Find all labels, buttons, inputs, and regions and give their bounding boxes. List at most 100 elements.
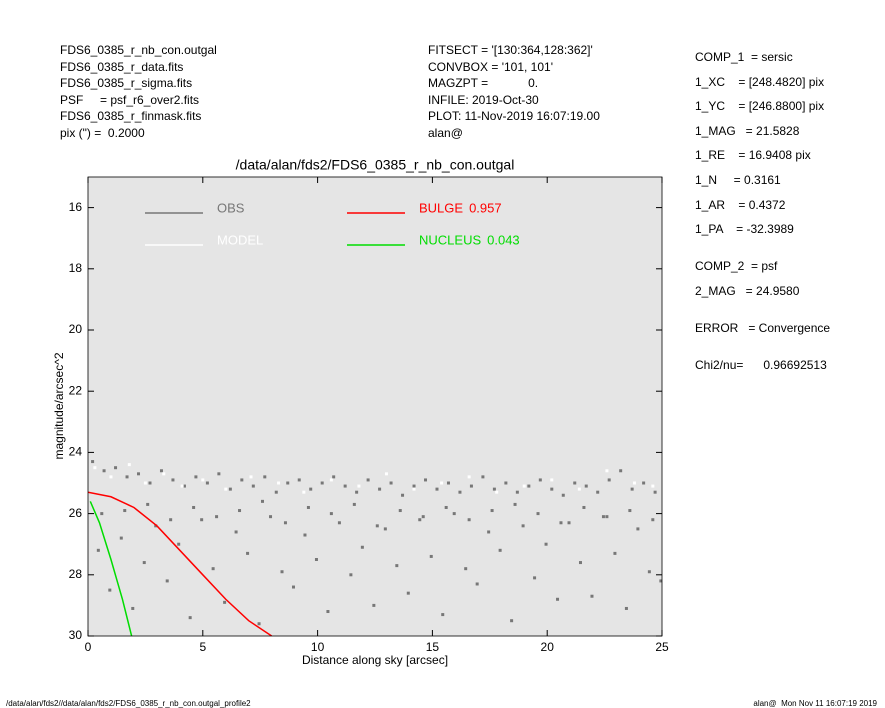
point bbox=[515, 490, 519, 494]
point bbox=[490, 509, 494, 513]
x-tick-label: 10 bbox=[311, 640, 325, 654]
point bbox=[329, 478, 333, 482]
point bbox=[659, 579, 662, 583]
point bbox=[424, 478, 428, 482]
plot-area bbox=[88, 177, 662, 636]
point bbox=[211, 567, 215, 571]
point bbox=[159, 469, 163, 473]
point bbox=[398, 509, 402, 513]
header-left: FDS6_0385_r_nb_con.outgal FDS6_0385_r_dat… bbox=[60, 42, 217, 141]
x-tick-label: 0 bbox=[85, 640, 92, 654]
point bbox=[286, 481, 290, 485]
point bbox=[143, 481, 147, 485]
point bbox=[389, 481, 393, 485]
point bbox=[127, 463, 131, 467]
point bbox=[234, 530, 238, 534]
point bbox=[238, 509, 242, 513]
header-line: FDS6_0385_r_sigma.fits bbox=[60, 76, 193, 90]
point bbox=[550, 487, 554, 491]
point bbox=[297, 478, 301, 482]
y-tick-label: 18 bbox=[69, 261, 83, 275]
point bbox=[632, 481, 636, 485]
point bbox=[291, 585, 295, 589]
point bbox=[177, 542, 181, 546]
point bbox=[131, 606, 135, 610]
point bbox=[283, 521, 287, 525]
point bbox=[469, 484, 473, 488]
point bbox=[544, 542, 548, 546]
point bbox=[228, 487, 232, 491]
y-tick-label: 22 bbox=[69, 383, 83, 397]
point bbox=[223, 600, 227, 604]
point bbox=[406, 591, 410, 595]
point bbox=[180, 484, 184, 488]
point bbox=[630, 487, 634, 491]
legend-label: BULGE bbox=[419, 200, 463, 215]
point bbox=[366, 478, 370, 482]
point bbox=[538, 478, 542, 482]
point bbox=[590, 594, 594, 598]
header-line: 1_RE = 16.9408 pix bbox=[695, 148, 811, 163]
profile-line bbox=[88, 491, 273, 636]
header-right: COMP_1 = sersic 1_XC = [248.4820] pix 1_YC… bbox=[695, 49, 830, 382]
point bbox=[349, 573, 353, 577]
point bbox=[277, 481, 281, 485]
point bbox=[100, 512, 104, 516]
point bbox=[487, 530, 491, 534]
point bbox=[510, 619, 514, 623]
x-tick-label: 15 bbox=[426, 640, 440, 654]
point bbox=[522, 484, 526, 488]
header-line: COMP_1 = sersic bbox=[695, 50, 793, 64]
point bbox=[584, 484, 588, 488]
point bbox=[444, 505, 448, 509]
header-line: PSF = psf_r6_over2.fits bbox=[60, 92, 200, 107]
point bbox=[314, 558, 318, 561]
header-line: 1_XC = [248.4820] pix bbox=[695, 74, 825, 89]
point bbox=[306, 505, 310, 509]
profile-line bbox=[89, 501, 133, 636]
point bbox=[527, 484, 531, 488]
point bbox=[653, 490, 657, 494]
point bbox=[435, 487, 439, 491]
header-line: INFILE: 2019-Oct-30 bbox=[428, 92, 539, 107]
point bbox=[280, 570, 284, 574]
point bbox=[169, 518, 173, 522]
header-line: 1_AR = 0.4372 bbox=[695, 197, 786, 212]
point bbox=[412, 484, 416, 488]
point bbox=[125, 475, 129, 479]
plot-frame bbox=[87, 176, 663, 637]
point bbox=[194, 475, 198, 479]
legend-label: MODEL bbox=[217, 232, 263, 247]
footer-right: alan@ Mon Nov 11 16:07:19 2019 bbox=[753, 699, 877, 708]
header-line: MAGZPT = 0. bbox=[428, 76, 539, 90]
header-middle: FITSECT = '[130:364,128:362]' CONVBOX = '… bbox=[428, 42, 600, 141]
point bbox=[607, 478, 611, 482]
point bbox=[521, 524, 525, 528]
point bbox=[246, 551, 250, 555]
point bbox=[458, 490, 462, 494]
x-tick-label: 5 bbox=[199, 640, 206, 654]
point bbox=[249, 475, 253, 479]
point bbox=[651, 484, 655, 488]
point bbox=[596, 490, 600, 494]
point bbox=[536, 512, 540, 516]
point bbox=[329, 512, 333, 516]
point bbox=[257, 622, 261, 626]
x-tick-label: 25 bbox=[655, 640, 669, 654]
footer-left: /data/alan/fds2//data/alan/fds2/FDS6_038… bbox=[6, 699, 251, 708]
point bbox=[372, 603, 376, 607]
point bbox=[251, 484, 255, 488]
y-tick-label: 30 bbox=[69, 628, 83, 642]
point bbox=[91, 460, 95, 464]
header-line: alan@ bbox=[428, 125, 463, 140]
header-line: COMP_2 = psf bbox=[695, 259, 778, 274]
y-tick-label: 24 bbox=[69, 445, 83, 459]
point bbox=[421, 515, 425, 519]
point bbox=[578, 561, 582, 565]
point bbox=[605, 515, 609, 519]
point bbox=[395, 564, 399, 568]
point bbox=[481, 475, 485, 479]
legend-fraction: 0.957 bbox=[469, 200, 502, 215]
header-line: 1_PA = -32.3989 bbox=[695, 222, 794, 237]
point bbox=[440, 481, 444, 485]
